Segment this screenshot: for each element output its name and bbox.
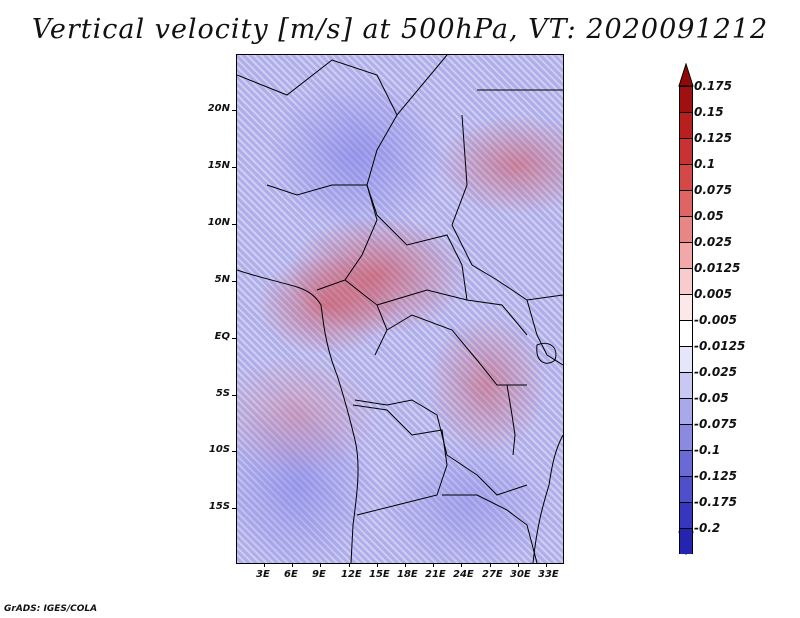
country-borders xyxy=(237,55,563,563)
border-east xyxy=(526,299,563,366)
border-drc xyxy=(354,399,528,496)
colorbar-label: -0.005 xyxy=(694,313,737,327)
border-zambia xyxy=(442,494,538,563)
border-cameroon xyxy=(344,279,388,356)
border-congo xyxy=(386,314,527,386)
lon-label: 18E xyxy=(397,569,418,580)
colorbar-swatch xyxy=(679,450,693,476)
colorbar-swatch xyxy=(679,476,693,502)
lon-label: 24E xyxy=(453,569,474,580)
lon-label: 9E xyxy=(312,569,326,580)
colorbar-label: 0.175 xyxy=(694,79,732,93)
colorbar-label: -0.05 xyxy=(694,391,729,405)
lon-tick xyxy=(377,563,378,567)
colorbar-label: -0.025 xyxy=(694,365,737,379)
chart-title: Vertical velocity [m/s] at 500hPa, VT: 2… xyxy=(31,14,769,45)
lat-tick xyxy=(232,167,236,168)
lon-tick xyxy=(292,563,293,567)
lon-tick xyxy=(405,563,406,567)
colorbar-label: 0.1 xyxy=(694,157,716,171)
colorbar-swatch xyxy=(679,138,693,164)
lat-label: 15N xyxy=(207,160,230,171)
lat-label: 10N xyxy=(207,217,230,228)
lon-tick xyxy=(546,563,547,567)
map-panel xyxy=(236,54,564,564)
lon-label: 15E xyxy=(369,569,390,580)
lon-label: 21E xyxy=(425,569,446,580)
lon-label: 30E xyxy=(510,569,531,580)
lake-tanganyika xyxy=(506,384,516,456)
colorbar-swatch xyxy=(679,112,693,138)
coastline-east xyxy=(532,434,563,563)
colorbar-label: 0.025 xyxy=(694,235,732,249)
colorbar-swatch xyxy=(679,242,693,268)
colorbar-swatch xyxy=(679,164,693,190)
border-sudan xyxy=(451,114,563,301)
colorbar-swatch xyxy=(679,502,693,528)
colorbar-label: -0.075 xyxy=(694,417,737,431)
lat-label: 15S xyxy=(208,501,230,512)
lon-tick xyxy=(320,563,321,567)
border-car xyxy=(376,289,528,336)
lon-tick xyxy=(518,563,519,567)
colorbar-label: 0.005 xyxy=(694,287,732,301)
lat-tick xyxy=(232,224,236,225)
border-angola xyxy=(352,404,448,516)
footer-credit: GrADS: IGES/COLA xyxy=(4,604,98,614)
colorbar-swatch xyxy=(679,398,693,424)
lat-label: 10S xyxy=(208,444,230,455)
colorbar-swatch xyxy=(679,372,693,398)
lat-tick xyxy=(232,451,236,452)
lat-label: 5N xyxy=(214,274,230,285)
colorbar-swatch xyxy=(679,528,693,554)
lat-label: 20N xyxy=(207,103,230,114)
lat-tick xyxy=(232,508,236,509)
colorbar-label: 0.15 xyxy=(694,105,724,119)
colorbar-label: 0.0125 xyxy=(694,261,741,275)
lon-label: 3E xyxy=(256,569,270,580)
colorbar-label: -0.1 xyxy=(694,443,721,457)
border-nigeria xyxy=(266,184,378,291)
colorbar-label: 0.125 xyxy=(694,131,732,145)
lat-label: EQ xyxy=(214,331,230,342)
colorbar-swatch xyxy=(679,268,693,294)
lon-tick xyxy=(433,563,434,567)
colorbar-swatch xyxy=(679,294,693,320)
lat-tick xyxy=(232,281,236,282)
colorbar-label: -0.2 xyxy=(694,521,721,535)
colorbar-swatch xyxy=(679,190,693,216)
colorbar-label: -0.0125 xyxy=(694,339,746,353)
colorbar-swatch xyxy=(679,320,693,346)
lon-tick xyxy=(264,563,265,567)
border-chad xyxy=(366,114,468,301)
colorbar-label: 0.075 xyxy=(694,183,732,197)
lat-tick xyxy=(232,110,236,111)
colorbar-swatch xyxy=(679,86,693,112)
coastline-west xyxy=(237,269,359,563)
lake-victoria xyxy=(536,342,557,364)
lon-tick xyxy=(349,563,350,567)
lon-tick xyxy=(461,563,462,567)
colorbar-swatch xyxy=(679,216,693,242)
lon-label: 12E xyxy=(341,569,362,580)
colorbar-label: -0.175 xyxy=(694,495,737,509)
colorbar-swatch xyxy=(679,424,693,450)
colorbar-label: -0.125 xyxy=(694,469,737,483)
lon-label: 27E xyxy=(482,569,503,580)
lon-tick xyxy=(490,563,491,567)
lat-tick xyxy=(232,395,236,396)
colorbar-swatch xyxy=(679,346,693,372)
colorbar-label: 0.05 xyxy=(694,209,724,223)
lat-tick xyxy=(232,338,236,339)
lon-label: 33E xyxy=(538,569,559,580)
lon-label: 6E xyxy=(284,569,298,580)
lat-label: 5S xyxy=(215,388,230,399)
border-sahara xyxy=(237,55,448,116)
colorbar-top-arrow xyxy=(678,63,694,87)
